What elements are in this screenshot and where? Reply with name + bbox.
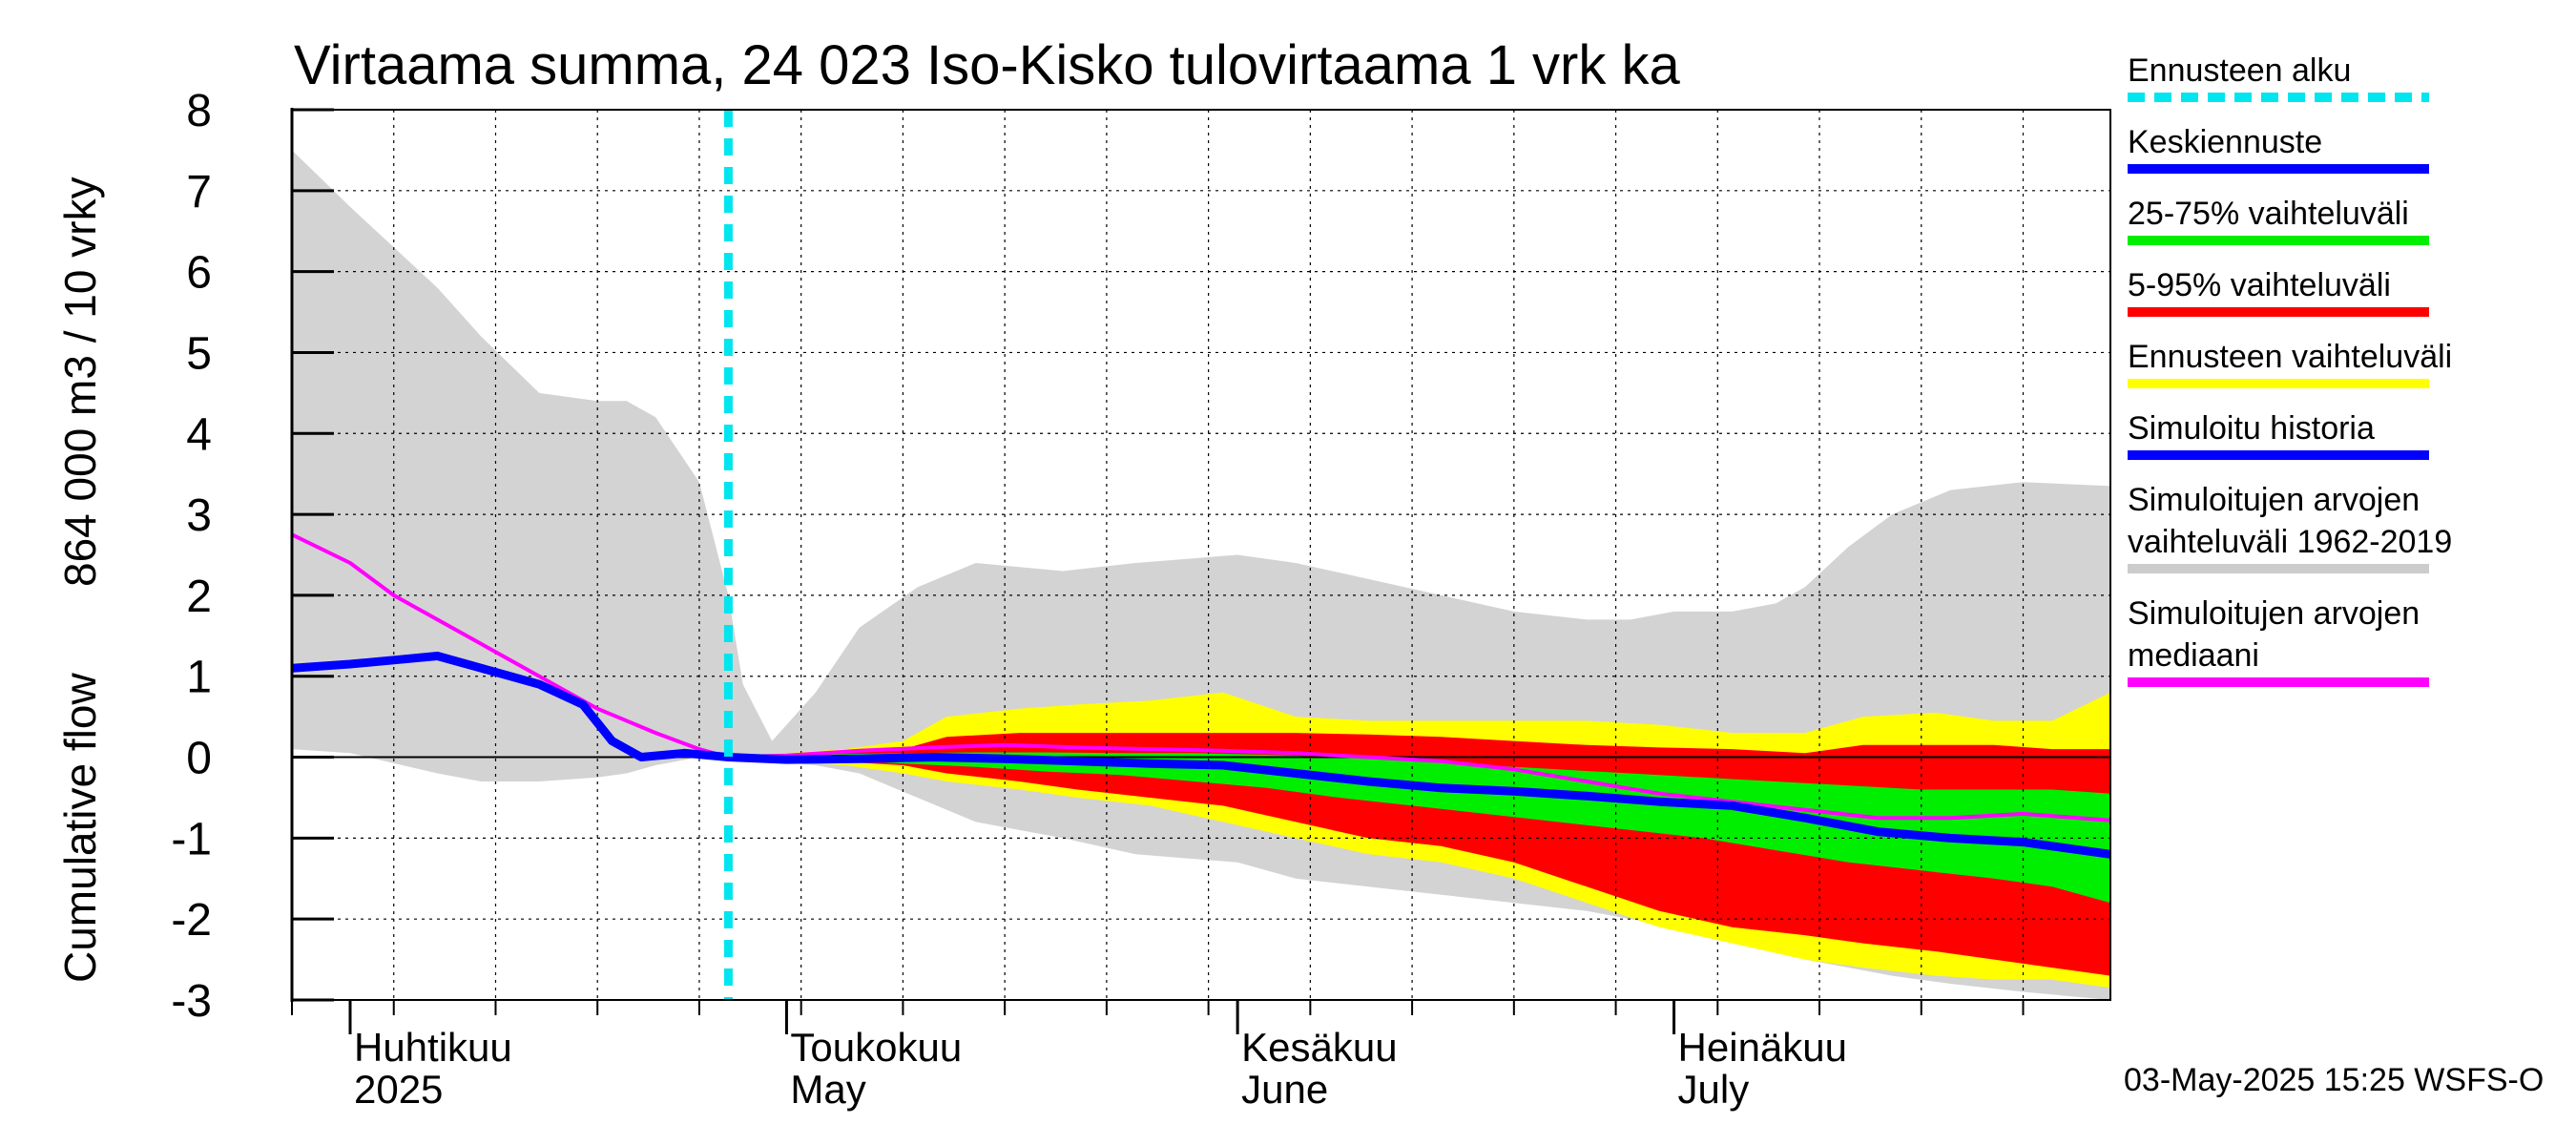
legend: Ennusteen alku Keskiennuste 25-75% vaihtel… (2128, 52, 2452, 687)
footer-timestamp: 03-May-2025 15:25 WSFS-O (2124, 1062, 2544, 1098)
x-tick-label: Toukokuu (790, 1025, 962, 1070)
legend-label: Keskiennuste (2128, 124, 2322, 160)
x-tick-label: Heinäkuu (1678, 1025, 1847, 1070)
x-tick-label: June (1241, 1067, 1328, 1112)
band-25-75-vaihteluv-li (728, 752, 2110, 904)
chart-title: Virtaama summa, 24 023 Iso-Kisko tulovir… (294, 34, 1680, 96)
y-tick-label: -1 (171, 814, 212, 864)
plot-area (292, 110, 2110, 1000)
legend-label: Ennusteen vaihteluväli (2128, 339, 2452, 375)
y-tick-label: 2 (186, 572, 212, 622)
y-tick-label: 8 (186, 86, 212, 136)
x-tick-label: Huhtikuu (354, 1025, 512, 1070)
line-simuloitujen-arvojen-mediaani (292, 532, 2110, 822)
y-tick-label: 0 (186, 734, 212, 784)
legend-label: Ennusteen alku (2128, 52, 2351, 89)
legend-label: vaihteluväli 1962-2019 (2128, 524, 2452, 560)
legend-label: Simuloitujen arvojen (2128, 482, 2420, 518)
plot-series (292, 110, 2110, 1000)
y-tick-label: -3 (171, 976, 212, 1027)
legend-label: 25-75% vaihteluväli (2128, 196, 2409, 232)
line-keskiennuste (292, 652, 2110, 859)
y-axis-label-line-2: 864 000 m3 / 10 vrky (55, 177, 105, 587)
y-axis-label-line-1: Cumulative flow (55, 673, 105, 983)
x-tick-label: July (1678, 1067, 1750, 1112)
legend-label: Simuloitu historia (2128, 410, 2375, 447)
y-tick-label: -2 (171, 895, 212, 946)
y-tick-label: 7 (186, 167, 212, 218)
legend-label: 5-95% vaihteluväli (2128, 267, 2391, 303)
y-tick-label: 5 (186, 328, 212, 379)
legend-label: mediaani (2128, 637, 2259, 674)
legend-label: Simuloitujen arvojen (2128, 595, 2420, 632)
x-tick-label: Kesäkuu (1241, 1025, 1397, 1070)
y-tick-label: 1 (186, 653, 212, 703)
y-tick-label: 6 (186, 248, 212, 299)
y-tick-label: 4 (186, 409, 212, 460)
grid (292, 110, 2110, 1000)
y-tick-label: 3 (186, 490, 212, 541)
x-tick-label: May (790, 1067, 865, 1112)
x-tick-label: 2025 (354, 1067, 443, 1112)
